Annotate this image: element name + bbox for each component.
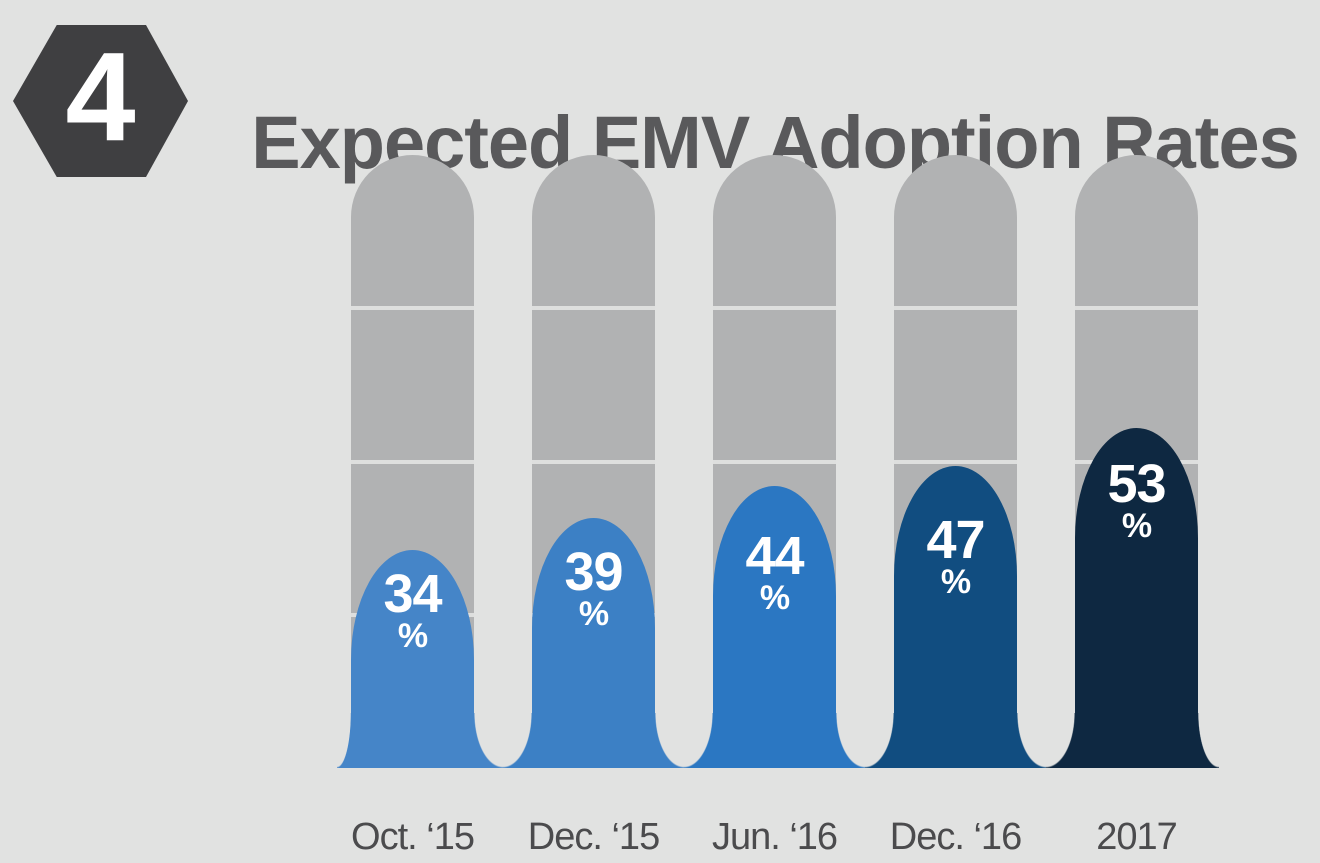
bar-value-number: 34 [383,564,442,624]
bar-value-label: 44% [713,526,836,617]
track-divider [532,306,655,310]
track-divider [1075,306,1198,310]
category-label: Oct. ‘15 [351,816,475,858]
track-divider [894,306,1017,310]
chart-column: 39% Dec. ‘15 [503,155,684,856]
bar-flare-right [474,713,503,768]
track-divider [894,460,1017,464]
chart-column: 34% Oct. ‘15 [337,155,503,856]
bar-flare-left [684,713,713,768]
bar-flare-left [865,713,894,768]
track-divider [532,460,655,464]
bar-fill: 53% [1075,428,1198,768]
bar-value-label: 53% [1075,454,1198,545]
bar-value-percent-sign: % [578,595,609,633]
bar-value-label: 47% [894,510,1017,601]
bar-flare-left [1046,713,1075,768]
bar-flare-left [337,713,351,768]
bar-value-number: 44 [745,526,804,586]
chart-column: 47% Dec. ‘16 [865,155,1046,856]
track-divider [351,306,474,310]
bar-value-percent-sign: % [397,617,428,655]
category-label: 2017 [1096,816,1178,858]
bar-fill: 39% [532,518,655,768]
bar-flare-right [836,713,865,768]
bar-value-number: 47 [926,510,985,570]
section-number: 4 [65,26,136,167]
bar-value-label: 34% [351,564,474,655]
category-label: Dec. ‘15 [527,816,660,858]
bar-value-number: 39 [564,542,623,602]
bar-flare-right [1017,713,1046,768]
track-divider [713,460,836,464]
bar-flare-right [655,713,684,768]
track-divider [351,460,474,464]
track-divider [713,306,836,310]
chart-column: 44% Jun. ‘16 [684,155,865,856]
bar-fill: 34% [351,550,474,768]
bar-value-number: 53 [1107,454,1166,514]
bar-value-percent-sign: % [940,563,971,601]
bar-value-percent-sign: % [1121,507,1152,545]
bar-fill: 47% [894,466,1017,768]
category-label: Jun. ‘16 [711,816,838,858]
chart-column: 53% 2017 [1046,155,1219,856]
bar-value-percent-sign: % [759,579,790,617]
category-label: Dec. ‘16 [889,816,1022,858]
bar-value-label: 39% [532,542,655,633]
bar-fill: 44% [713,486,836,768]
bar-flare-right [1198,713,1219,768]
bar-flare-left [503,713,532,768]
